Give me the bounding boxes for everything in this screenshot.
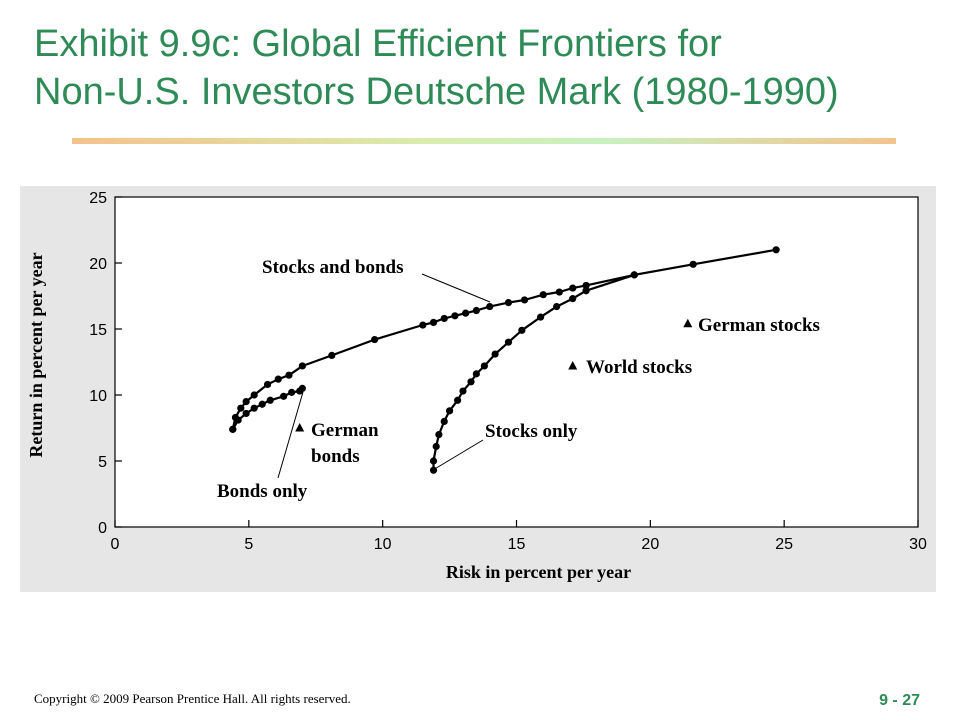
data-point [285, 371, 293, 379]
data-point [298, 362, 306, 370]
data-point [435, 431, 443, 439]
triangle-marker [683, 318, 693, 328]
annotation-label: bonds [311, 446, 360, 467]
data-point [429, 457, 438, 465]
data-point [432, 442, 440, 451]
data-point [234, 416, 242, 424]
series-line-2 [231, 387, 304, 430]
copyright-notice: Copyright © 2009 Pearson Prentice Hall. … [34, 691, 351, 706]
y-axis-label: Return in percent per year [26, 252, 46, 457]
data-point [472, 306, 480, 315]
x-tick-label: 10 [374, 536, 392, 553]
data-point [237, 404, 245, 412]
page-number: 9 - 27 [879, 692, 920, 709]
leader-line [421, 273, 491, 303]
data-point [582, 281, 590, 290]
annotation-label: World stocks [586, 357, 692, 378]
data-point [250, 391, 258, 399]
data-point [467, 378, 475, 386]
data-point [772, 246, 780, 254]
triangle-marker [295, 423, 305, 432]
data-point [371, 335, 379, 344]
slide-title: Exhibit 9.9c: Global Efficient Frontiers… [34, 20, 934, 116]
data-point [454, 396, 462, 404]
data-point [472, 370, 480, 378]
annotation-label: German [311, 420, 379, 441]
x-tick-label: 20 [641, 536, 659, 553]
data-point [504, 299, 513, 307]
x-tick-label: 5 [244, 536, 253, 553]
data-point [459, 387, 467, 395]
title-line-2: Non-U.S. Investors Deutsche Mark (1980-1… [34, 71, 839, 113]
leader-line [277, 391, 304, 479]
data-point [491, 350, 499, 358]
data-point [429, 318, 438, 326]
leader-line [432, 439, 484, 471]
data-point [263, 380, 272, 389]
annotation-label: Bonds only [217, 481, 308, 502]
data-point [242, 409, 250, 418]
data-point [419, 321, 427, 329]
y-tick-label: 0 [98, 520, 107, 537]
data-point [274, 375, 282, 383]
data-point [630, 271, 638, 279]
data-point [539, 291, 547, 299]
x-tick-label: 30 [909, 536, 927, 553]
plot-area [114, 196, 919, 528]
data-point [280, 392, 288, 400]
data-point [504, 338, 513, 346]
data-point [518, 326, 526, 334]
data-point [582, 287, 590, 295]
data-point [536, 313, 545, 321]
annotation-label: German stocks [698, 315, 820, 336]
annotation-label: Stocks and bonds [262, 257, 404, 278]
efficient-frontier-chart: 0 5 10 15 20 25 30 0 5 10 15 20 25 Risk in percent pe… [26, 190, 927, 582]
y-tick-label: 20 [89, 256, 107, 273]
title-underline [72, 138, 896, 144]
title-line-1: Exhibit 9.9c: Global Efficient Frontiers… [34, 23, 722, 65]
data-point [480, 362, 488, 370]
data-point [258, 400, 266, 408]
x-axis-label: Risk in percent per year [446, 562, 631, 582]
x-tick-label: 0 [111, 536, 120, 553]
data-point [288, 388, 296, 396]
data-point [250, 404, 258, 412]
y-tick-label: 10 [89, 388, 107, 405]
data-point [451, 312, 459, 320]
data-point [445, 407, 454, 415]
y-tick-label: 15 [89, 322, 107, 339]
data-point [569, 295, 577, 303]
triangle-marker [568, 360, 578, 370]
figure-panel: 0 5 10 15 20 25 30 0 5 10 15 20 25 Risk in percent pe… [20, 186, 936, 592]
data-point [520, 296, 529, 304]
y-tick-label: 5 [98, 454, 107, 471]
x-tick-label: 15 [508, 536, 526, 553]
data-point [242, 398, 250, 406]
data-point [266, 396, 274, 404]
data-point [440, 314, 448, 323]
annotation-label: Stocks only [485, 421, 578, 442]
data-point [486, 302, 494, 311]
data-point [328, 351, 336, 359]
x-tick-label: 25 [775, 536, 793, 553]
y-tick-label: 25 [89, 190, 107, 207]
data-point [229, 425, 237, 433]
data-point [689, 260, 697, 268]
data-point [569, 284, 577, 292]
data-point [298, 384, 306, 392]
data-point [553, 302, 561, 311]
data-point [462, 309, 470, 317]
data-point [440, 417, 448, 425]
data-point [555, 288, 563, 296]
